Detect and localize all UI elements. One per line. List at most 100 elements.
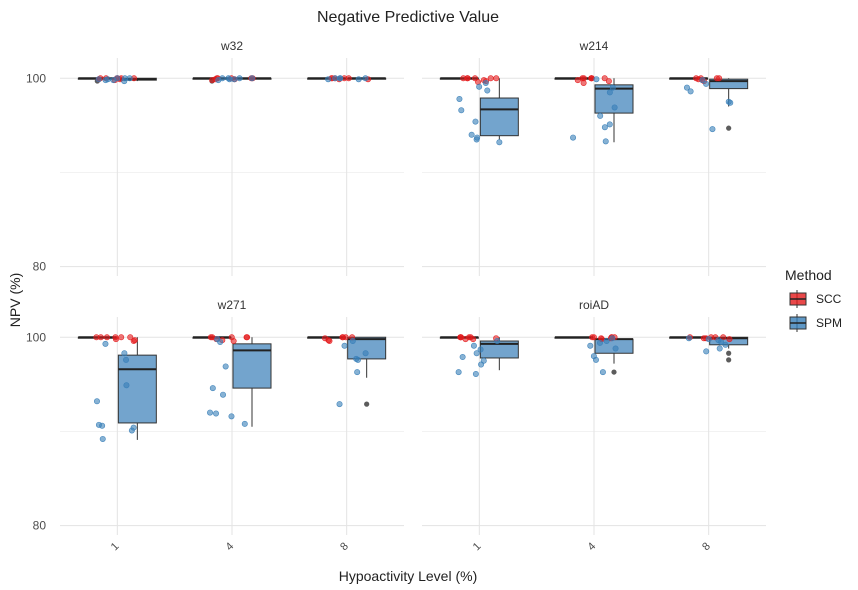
data-point-spm: [599, 369, 606, 376]
y-tick-label: 100: [26, 71, 46, 85]
data-point-scc: [127, 334, 134, 341]
data-point-spm: [455, 369, 462, 376]
data-point-spm: [236, 75, 243, 82]
data-point-spm: [459, 354, 466, 361]
legend-entry-scc: SCC: [789, 290, 842, 308]
data-point-spm: [219, 75, 226, 82]
data-point-spm: [220, 391, 227, 398]
box-spm: [117, 354, 157, 424]
data-point-spm: [470, 342, 477, 349]
data-point-spm: [609, 84, 616, 91]
data-point-scc: [462, 336, 469, 343]
x-tick-label: 1: [471, 540, 484, 553]
data-point-spm: [249, 75, 256, 82]
data-point-scc: [464, 75, 471, 82]
data-point-scc: [209, 334, 216, 341]
panel-strip-label: w32: [220, 39, 243, 53]
data-point-scc: [601, 75, 608, 82]
y-tick-label: 100: [26, 330, 46, 344]
data-point-spm: [612, 345, 619, 352]
data-point-spm: [95, 421, 102, 428]
data-point-spm: [699, 77, 706, 84]
data-point-spm: [99, 435, 106, 442]
data-point-spm: [121, 350, 128, 357]
data-point-spm: [482, 79, 489, 86]
data-point-spm: [703, 348, 710, 355]
data-point-spm: [476, 83, 483, 90]
box-outlier: [726, 350, 732, 356]
data-point-spm: [468, 131, 475, 138]
box-outlier: [364, 401, 370, 407]
data-point-scc: [244, 334, 251, 341]
data-point-scc: [339, 334, 346, 341]
data-point-spm: [458, 107, 465, 114]
data-point-scc: [467, 334, 474, 341]
plot-area: w32 80 100 w214 w271 80 100 1 4 8 roiAD 1 4 8: [26, 39, 766, 553]
chart-title: Negative Predictive Value: [317, 9, 499, 26]
data-point-scc: [574, 77, 581, 84]
data-point-spm: [609, 335, 616, 342]
data-point-scc: [326, 338, 333, 345]
data-point-spm: [685, 335, 692, 342]
data-point-scc: [472, 75, 479, 82]
data-point-spm: [496, 139, 503, 146]
data-point-spm: [225, 75, 232, 82]
data-point-spm: [128, 427, 135, 434]
data-point-scc: [487, 75, 494, 82]
data-point-spm: [95, 76, 102, 83]
data-point-spm: [102, 77, 109, 84]
data-point-spm: [570, 134, 577, 141]
data-point-spm: [602, 138, 609, 145]
box-outlier: [726, 125, 732, 131]
legend-title: Method: [785, 267, 832, 283]
data-point-spm: [715, 337, 722, 344]
x-tick-label: 8: [700, 540, 713, 553]
legend: Method SCC SPM: [785, 267, 842, 332]
data-point-scc: [228, 334, 235, 341]
data-point-spm: [683, 84, 690, 91]
data-point-spm: [592, 356, 599, 363]
panel-roiAD: roiAD 1 4 8: [422, 298, 766, 553]
y-axis-label: NPV (%): [7, 273, 23, 327]
data-point-spm: [716, 345, 723, 352]
data-point-spm: [222, 363, 229, 370]
x-tick-label: 8: [338, 540, 351, 553]
data-point-scc: [589, 334, 596, 341]
data-point-spm: [93, 398, 100, 405]
data-point-spm: [121, 75, 128, 82]
box-outlier: [611, 369, 617, 375]
data-point-scc: [700, 335, 707, 342]
data-point-spm: [241, 420, 248, 427]
data-point-scc: [716, 75, 723, 82]
data-point-spm: [601, 124, 608, 131]
data-point-spm: [611, 104, 618, 111]
data-point-spm: [606, 89, 613, 96]
data-point-scc: [588, 75, 595, 82]
data-point-spm: [484, 87, 491, 94]
data-point-scc: [322, 335, 329, 342]
data-point-spm: [349, 338, 356, 345]
x-tick-label: 1: [109, 540, 122, 553]
data-point-spm: [473, 350, 480, 357]
data-point-spm: [231, 76, 238, 83]
x-tick-label: 4: [585, 540, 598, 553]
data-point-scc: [457, 334, 464, 341]
data-point-scc: [493, 75, 500, 82]
data-point-spm: [209, 385, 216, 392]
panel-strip-label: w271: [217, 298, 247, 312]
panel-strip-label: w214: [579, 39, 609, 53]
legend-entry-spm: SPM: [789, 314, 842, 332]
data-point-spm: [472, 370, 479, 377]
data-point-spm: [456, 95, 463, 102]
box-spm: [347, 336, 387, 360]
data-point-spm: [336, 401, 343, 408]
data-point-scc: [605, 78, 612, 85]
data-point-spm: [102, 340, 109, 347]
data-point-spm: [114, 75, 121, 82]
data-point-spm: [123, 382, 130, 389]
data-point-spm: [494, 338, 501, 345]
panel-w32: w32 80 100: [26, 39, 404, 276]
data-point-spm: [473, 136, 480, 143]
panel-w214: w214: [422, 39, 766, 276]
